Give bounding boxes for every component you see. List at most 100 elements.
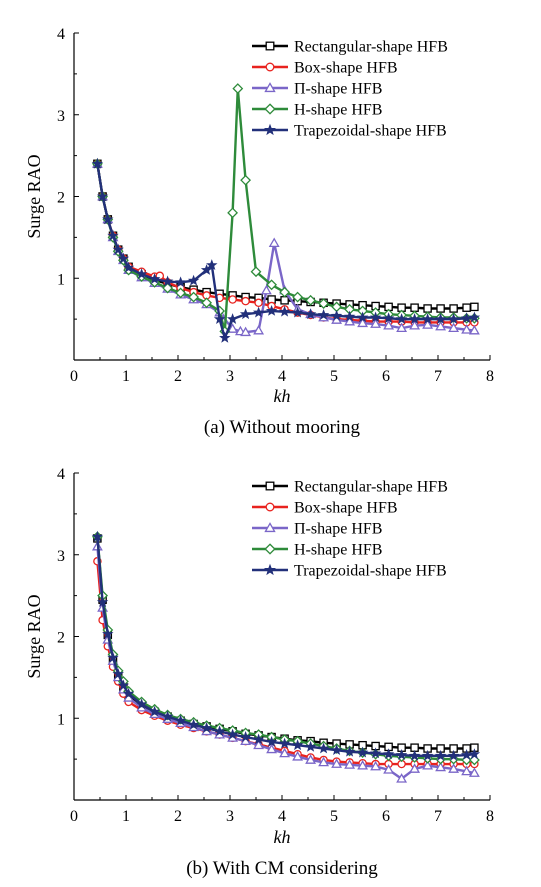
data-point	[330, 309, 343, 321]
data-point	[96, 596, 109, 608]
legend-marker	[264, 103, 276, 115]
data-point	[317, 309, 330, 320]
legend-label: Π-shape HFB	[294, 81, 382, 98]
legend-label: Box-shape HFB	[294, 60, 398, 77]
legend-label: H-shape HFB	[294, 542, 382, 559]
data-point	[369, 311, 382, 323]
data-point	[422, 760, 434, 770]
data-point	[304, 740, 317, 752]
data-point	[135, 698, 148, 710]
data-point	[187, 718, 200, 730]
x-tick-label: 8	[486, 368, 494, 385]
legend-label: H-shape HFB	[294, 102, 382, 119]
data-point	[449, 304, 458, 313]
data-point	[344, 315, 356, 326]
data-point	[409, 763, 421, 773]
x-tick-label: 1	[122, 808, 130, 825]
data-point	[112, 668, 124, 679]
x-tick-label: 3	[226, 808, 234, 825]
y-tick-label: 3	[57, 108, 65, 125]
series-line-h-shape-hfb	[96, 536, 475, 762]
data-point	[447, 313, 460, 324]
data-point	[357, 760, 369, 770]
x-tick-label: 2	[174, 808, 182, 825]
legend-item-h-shape-hfb: H-shape HFB	[252, 542, 382, 559]
data-point	[253, 324, 265, 335]
data-point	[241, 296, 250, 306]
data-point	[228, 295, 237, 304]
y-tick-label: 2	[57, 190, 65, 207]
data-point	[370, 318, 382, 328]
legend-item-trapezoidal-shape-hfb: Trapezoidal-shape HFB	[252, 123, 447, 140]
data-point	[174, 276, 187, 288]
y-axis-label: Surge RAO	[24, 154, 44, 238]
data-point	[357, 317, 369, 328]
legend-marker	[265, 62, 275, 72]
data-point	[356, 746, 369, 758]
legend-item-rectangular-shape-hfb: Rectangular-shape HFB	[252, 479, 448, 496]
data-point	[356, 311, 369, 323]
data-point	[331, 758, 343, 768]
x-tick-label: 3	[226, 368, 234, 385]
data-point	[226, 313, 239, 324]
data-point	[213, 725, 226, 737]
data-point	[448, 763, 460, 773]
data-point	[117, 252, 130, 264]
data-point	[470, 302, 479, 312]
data-point	[206, 259, 218, 271]
x-tick-label: 2	[174, 368, 182, 385]
legend-item-h-shape-hfb: H-shape HFB	[252, 102, 382, 119]
data-point	[200, 722, 213, 733]
data-point	[226, 728, 239, 740]
data-point	[254, 298, 263, 308]
data-point	[250, 266, 262, 278]
legend-label: Π-shape HFB	[294, 521, 382, 538]
data-point	[305, 294, 317, 306]
data-point	[468, 311, 481, 323]
data-point	[148, 705, 161, 717]
series-line-box-shape-hfb	[96, 561, 475, 766]
data-point	[408, 313, 421, 324]
data-point	[292, 751, 304, 761]
data-point	[188, 291, 200, 303]
data-point	[252, 733, 265, 745]
data-point	[305, 754, 317, 764]
x-axis-label: kh	[274, 386, 291, 406]
data-point	[395, 749, 408, 760]
data-point	[395, 313, 408, 324]
x-tick-label: 0	[70, 808, 78, 825]
data-point	[448, 322, 460, 333]
data-point	[266, 743, 278, 754]
legend-item-pi-shape-hfb: Π-shape HFB	[252, 81, 382, 98]
data-point	[253, 739, 265, 750]
data-point	[175, 287, 187, 299]
data-point	[462, 303, 471, 312]
legend-marker	[265, 481, 275, 491]
data-point	[370, 760, 382, 771]
legend-item-rectangular-shape-hfb: Rectangular-shape HFB	[252, 39, 448, 56]
series-trapezoidal-shape-hfb	[91, 157, 481, 343]
data-point	[460, 312, 473, 324]
data-point	[91, 157, 104, 169]
legend-marker	[264, 123, 276, 136]
legend-item-trapezoidal-shape-hfb: Trapezoidal-shape HFB	[252, 563, 447, 580]
data-point	[422, 319, 434, 329]
data-point	[148, 273, 161, 284]
data-point	[107, 229, 119, 241]
data-point	[268, 237, 280, 247]
data-point	[201, 297, 213, 309]
data-point	[219, 331, 231, 343]
data-point	[460, 749, 473, 760]
legend: Rectangular-shape HFB Box-shape HFB Π-shap…	[252, 479, 448, 580]
data-point	[408, 749, 421, 761]
y-tick-label: 1	[57, 271, 65, 288]
legend-label: Trapezoidal-shape HFB	[294, 123, 447, 140]
data-point	[91, 530, 104, 542]
legend-label: Trapezoidal-shape HFB	[294, 563, 447, 580]
data-point	[291, 739, 304, 751]
data-point	[382, 312, 395, 324]
x-tick-label: 7	[434, 368, 442, 385]
legend-label: Rectangular-shape HFB	[294, 479, 448, 496]
data-point	[447, 749, 460, 761]
data-point	[265, 304, 278, 316]
